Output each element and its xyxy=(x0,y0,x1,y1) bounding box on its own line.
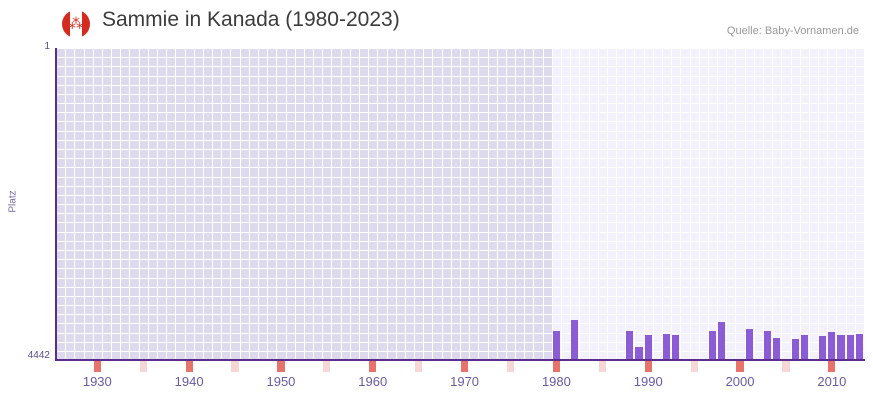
x-axis-label-1950: 1950 xyxy=(266,374,296,389)
x-axis-tick-strip xyxy=(56,361,864,372)
maple-leaf-icon: ⁂ xyxy=(68,15,84,33)
y-axis-line xyxy=(55,48,57,361)
gridline-horizontal xyxy=(56,103,864,104)
x-tick-marker-1970 xyxy=(461,361,469,372)
gridline-horizontal xyxy=(56,323,864,324)
x-axis-label-1980: 1980 xyxy=(541,374,571,389)
chart-header: ⁂ Sammie in Kanada (1980-2023) Quelle: B… xyxy=(0,0,873,44)
bar-2001[interactable] xyxy=(745,329,753,360)
gridline-horizontal xyxy=(56,250,864,251)
gridline-horizontal xyxy=(56,296,864,297)
bar-1980[interactable] xyxy=(552,331,560,360)
x-axis-label-2000: 2000 xyxy=(725,374,755,389)
bar-1997[interactable] xyxy=(708,331,717,360)
x-axis-label-1990: 1990 xyxy=(633,374,663,389)
bar-1990[interactable] xyxy=(644,335,652,360)
gridline-horizontal xyxy=(56,342,864,343)
bar-2011[interactable] xyxy=(837,335,845,360)
bar-1993[interactable] xyxy=(672,335,680,360)
x-tick-marker-2010 xyxy=(828,361,836,372)
page-title: Sammie in Kanada (1980-2023) xyxy=(102,8,400,31)
gridline-horizontal xyxy=(56,222,864,223)
gridline-horizontal xyxy=(56,278,864,279)
gridline-horizontal xyxy=(56,140,864,141)
x-tick-marker-1965 xyxy=(415,361,423,372)
gridline-horizontal xyxy=(56,158,864,159)
gridline-horizontal xyxy=(56,241,864,242)
x-tick-marker-1990 xyxy=(644,361,652,372)
gridline-horizontal xyxy=(56,305,864,306)
x-tick-marker-1950 xyxy=(277,361,285,372)
gridline-horizontal xyxy=(56,232,864,233)
bar-2010[interactable] xyxy=(828,332,836,360)
bar-2012[interactable] xyxy=(846,335,854,360)
bar-2009[interactable] xyxy=(819,336,827,360)
y-axis-max-label: 1 xyxy=(44,41,50,52)
gridline-horizontal xyxy=(56,149,864,150)
gridline-horizontal xyxy=(56,287,864,288)
bar-2007[interactable] xyxy=(800,335,808,360)
gridline-horizontal xyxy=(56,66,864,67)
gridline-horizontal xyxy=(56,94,864,95)
x-axis-label-2010: 2010 xyxy=(817,374,847,389)
x-tick-marker-1945 xyxy=(231,361,239,372)
x-tick-marker-1975 xyxy=(506,361,515,372)
x-tick-marker-1935 xyxy=(139,361,147,372)
bar-2003[interactable] xyxy=(764,331,772,360)
gridline-horizontal xyxy=(56,351,864,352)
bar-2013[interactable] xyxy=(855,334,863,360)
x-tick-marker-2005 xyxy=(782,361,790,372)
gridline-horizontal xyxy=(56,195,864,196)
bar-2004[interactable] xyxy=(773,338,781,360)
x-tick-marker-1985 xyxy=(598,361,606,372)
x-tick-marker-1980 xyxy=(552,361,560,372)
gridline-horizontal xyxy=(56,85,864,86)
gridline-horizontal xyxy=(56,167,864,168)
x-axis-label-1940: 1940 xyxy=(174,374,204,389)
gridline-horizontal xyxy=(56,204,864,205)
gridline-horizontal xyxy=(56,112,864,113)
x-axis-line xyxy=(56,359,865,361)
x-axis-labels: 1930194019501960197019801990200020102020 xyxy=(56,374,864,396)
gridline-horizontal xyxy=(56,268,864,269)
y-axis-min-label: 4442 xyxy=(27,350,50,361)
bar-1988[interactable] xyxy=(626,331,634,360)
gridline-horizontal xyxy=(56,131,864,132)
bar-1998[interactable] xyxy=(718,322,726,360)
gridline-horizontal xyxy=(56,121,864,122)
source-attribution: Quelle: Baby-Vornamen.de xyxy=(726,25,859,37)
y-axis-title: Platz xyxy=(7,190,19,213)
x-axis-label-1930: 1930 xyxy=(82,374,112,389)
plot-area xyxy=(56,48,864,360)
gridline-horizontal xyxy=(56,76,864,77)
flag-band-right xyxy=(82,10,90,38)
gridline-horizontal xyxy=(56,186,864,187)
bar-2006[interactable] xyxy=(791,339,799,360)
x-tick-marker-1995 xyxy=(690,361,698,372)
canada-flag-icon: ⁂ xyxy=(62,10,90,38)
gridline-horizontal xyxy=(56,177,864,178)
x-tick-marker-1960 xyxy=(369,361,377,372)
x-axis-label-1970: 1970 xyxy=(450,374,480,389)
gridline-horizontal xyxy=(56,259,864,260)
gridline-horizontal xyxy=(56,48,864,49)
x-tick-marker-2000 xyxy=(736,361,744,372)
flag-band-left xyxy=(62,10,70,38)
bar-1989[interactable] xyxy=(635,347,643,360)
x-axis-label-1960: 1960 xyxy=(358,374,388,389)
gridline-horizontal xyxy=(56,213,864,214)
x-tick-marker-1940 xyxy=(185,361,193,372)
x-tick-marker-1930 xyxy=(93,361,101,372)
gridline-horizontal xyxy=(56,333,864,334)
gridline-horizontal xyxy=(56,314,864,315)
gridline-horizontal xyxy=(56,57,864,58)
bar-1992[interactable] xyxy=(663,334,671,360)
bar-1982[interactable] xyxy=(571,320,579,360)
x-tick-marker-1955 xyxy=(323,361,331,372)
